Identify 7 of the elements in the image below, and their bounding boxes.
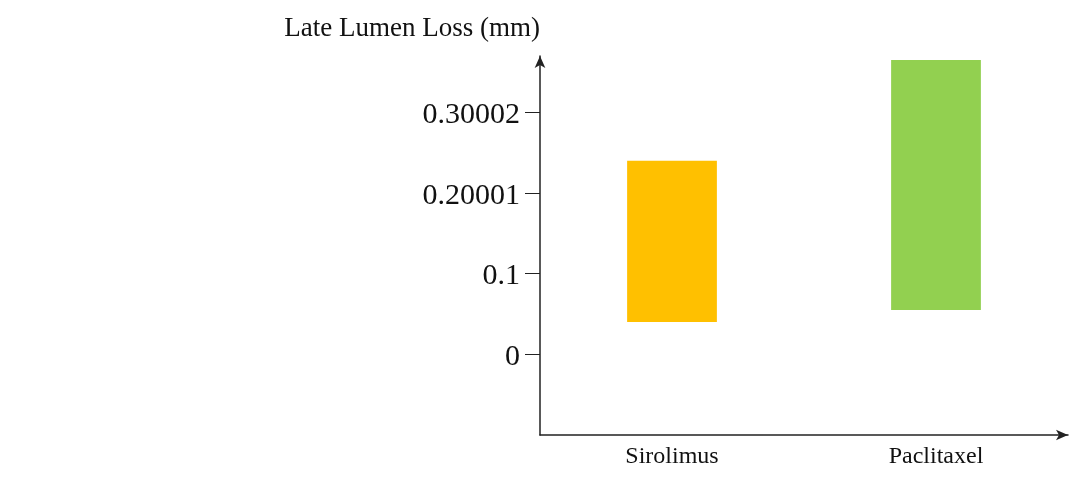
y-tick-label: 0 (505, 337, 520, 371)
y-tick-label: 0.30002 (422, 95, 520, 129)
y-tick-label: 0.1 (482, 257, 520, 291)
y-axis-title: Late Lumen Loss (mm) (284, 11, 540, 42)
y-tick-label: 0.20001 (422, 176, 520, 210)
x-tick-label: Paclitaxel (888, 442, 984, 468)
x-tick-label: Sirolimus (625, 442, 719, 468)
